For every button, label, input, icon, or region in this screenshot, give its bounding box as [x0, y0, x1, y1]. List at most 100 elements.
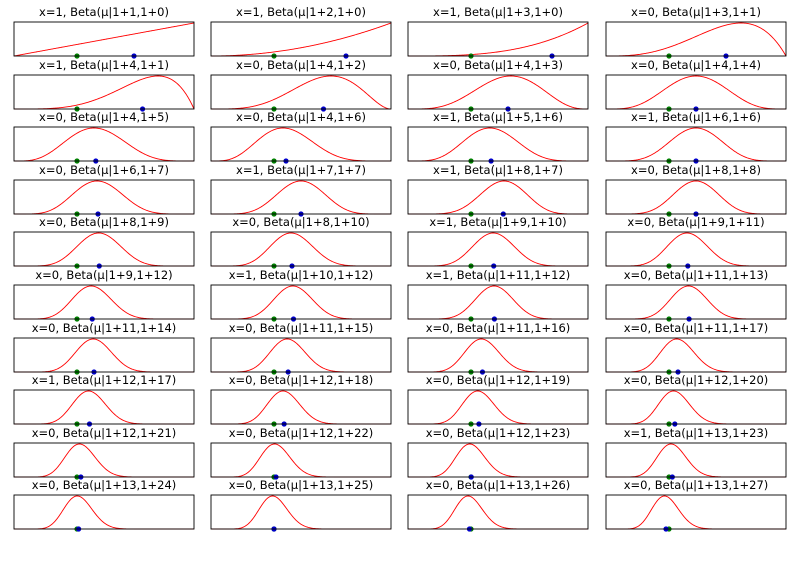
beta-density-curve: [14, 75, 195, 110]
panel-title: x=1, Beta(μ|1+5,1+6): [433, 110, 563, 125]
plot-frame: [407, 231, 589, 267]
panel-title: x=0, Beta(μ|1+4,1+6): [236, 110, 366, 125]
panel-title: x=0, Beta(μ|1+4,1+5): [39, 110, 169, 125]
panel-plot: [13, 442, 195, 480]
plot-frame: [605, 179, 787, 215]
panel-plot: [210, 21, 392, 59]
panel-plot: [407, 21, 589, 59]
panel-plot: [13, 74, 195, 112]
beta-density-curve: [14, 495, 194, 530]
plot-frame: [605, 126, 787, 162]
panel-title: x=0, Beta(μ|1+9,1+12): [35, 268, 173, 282]
panel-plot: [13, 284, 195, 322]
beta-density-curve: [408, 127, 588, 162]
plot-frame: [13, 442, 195, 478]
panel-title: x=0, Beta(μ|1+11,1+13): [623, 268, 769, 282]
plot-frame: [407, 179, 589, 215]
plot-frame: [605, 442, 787, 478]
panel-title: x=0, Beta(μ|1+12,1+21): [31, 425, 177, 440]
panel-title: x=0, Beta(μ|1+12,1+23): [425, 425, 571, 440]
panel-plot: [210, 231, 392, 269]
beta-density-curve: [606, 443, 786, 478]
panel-plot: [13, 21, 195, 59]
beta-density-curve: [211, 443, 391, 478]
panel-title: x=0, Beta(μ|1+13,1+26): [425, 478, 571, 493]
panel-plot: [210, 126, 392, 164]
beta-density-curve: [606, 180, 786, 215]
panel-title: x=0, Beta(μ|1+11,1+16): [425, 320, 571, 335]
panel-plot: [407, 494, 589, 532]
panel-plot: [605, 337, 787, 375]
plot-frame: [210, 126, 392, 162]
plot-frame: [407, 389, 589, 425]
panel-plot: [210, 179, 392, 217]
beta-density-curve: [14, 127, 194, 162]
panel-plot: [210, 442, 392, 480]
panel-title: x=1, Beta(μ|1+7,1+7): [236, 162, 366, 177]
panel-plot: [407, 74, 589, 112]
beta-density-curve: [606, 390, 786, 425]
beta-density-curve: [408, 75, 588, 110]
beta-density-curve: [408, 22, 589, 57]
plot-frame: [407, 284, 589, 320]
panel-plot: [13, 179, 195, 217]
beta-density-curve: [211, 338, 391, 373]
plot-frame: [210, 179, 392, 215]
plot-frame: [605, 74, 787, 110]
panel-plot: [210, 74, 392, 112]
beta-density-curve: [606, 338, 786, 373]
beta-density-curve: [211, 285, 391, 320]
beta-density-curve: [606, 285, 786, 320]
beta-density-curve: [408, 443, 588, 478]
plot-frame: [210, 231, 392, 267]
panel-title: x=0, Beta(μ|1+11,1+14): [31, 320, 177, 335]
beta-density-curve: [408, 232, 588, 267]
beta-density-curve: [408, 495, 588, 530]
plot-frame: [407, 442, 589, 478]
beta-density-curve: [14, 443, 194, 478]
panel-title: x=0, Beta(μ|1+11,1+15): [228, 320, 374, 335]
panel-plot: [13, 494, 195, 532]
panel-plot: [13, 126, 195, 164]
panel-title: x=1, Beta(μ|1+1,1+0): [39, 5, 169, 19]
plot-frame: [210, 337, 392, 373]
panel-title: x=0, Beta(μ|1+13,1+24): [31, 478, 177, 493]
panel-plot: [210, 284, 392, 322]
panel-title: x=1, Beta(μ|1+9,1+10): [429, 215, 567, 230]
panel-title: x=1, Beta(μ|1+2,1+0): [236, 5, 366, 19]
panel-plot: [13, 231, 195, 269]
panel-title: x=0, Beta(μ|1+9,1+11): [627, 215, 765, 230]
panel-title: x=0, Beta(μ|1+11,1+17): [623, 320, 769, 335]
plot-frame: [407, 21, 589, 57]
panel-title: x=0, Beta(μ|1+13,1+25): [228, 478, 374, 493]
beta-density-curve: [408, 390, 588, 425]
panel-title: x=0, Beta(μ|1+4,1+4): [631, 57, 761, 72]
panel-plot: [407, 284, 589, 322]
panel-title: x=0, Beta(μ|1+12,1+22): [228, 425, 374, 440]
beta-density-curve: [14, 390, 194, 425]
panel-plot: [13, 389, 195, 427]
panel-plot: [605, 74, 787, 112]
plot-frame: [605, 494, 787, 530]
plot-frame: [407, 337, 589, 373]
plot-frame: [13, 179, 195, 215]
plot-frame: [605, 284, 787, 320]
panel-plot: [605, 442, 787, 480]
beta-density-curve: [14, 232, 194, 267]
beta-density-curve: [14, 180, 194, 215]
panel-plot: [407, 389, 589, 427]
plot-frame: [605, 389, 787, 425]
panel-title: x=0, Beta(μ|1+13,1+27): [623, 478, 769, 493]
plot-frame: [210, 442, 392, 478]
plot-frame: [605, 21, 787, 57]
beta-density-curve: [211, 232, 391, 267]
beta-density-curve: [606, 75, 786, 110]
panel-plot: [210, 494, 392, 532]
beta-density-curve: [211, 22, 392, 57]
panel-title: x=1, Beta(μ|1+6,1+6): [631, 110, 761, 125]
beta-density-curve: [211, 495, 391, 530]
plot-frame: [210, 74, 392, 110]
panel-title: x=0, Beta(μ|1+8,1+8): [631, 162, 761, 177]
beta-density-curve: [13, 22, 195, 57]
